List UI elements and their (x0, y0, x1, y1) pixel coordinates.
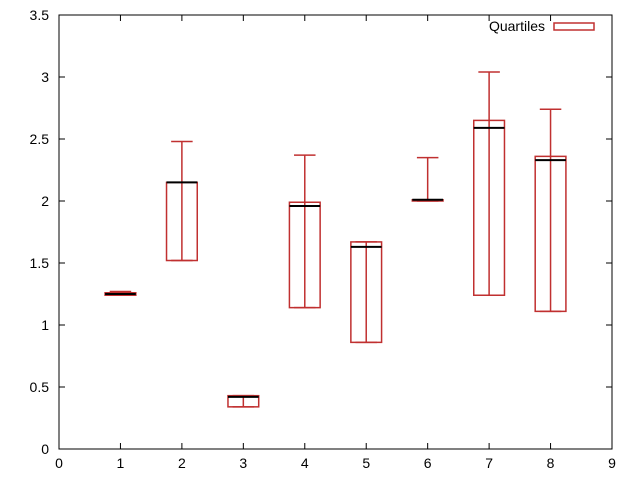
x-tick-label: 8 (547, 455, 555, 471)
box-group (350, 241, 383, 344)
box-rect (288, 201, 321, 309)
y-tick-label: 0 (41, 441, 49, 457)
y-tick-label: 3 (41, 69, 49, 85)
y-tick-label: 2.5 (30, 131, 50, 147)
y-tick-label: 3.5 (30, 7, 50, 23)
y-tick-label: 2 (41, 193, 49, 209)
x-tick-label: 9 (608, 455, 616, 471)
legend-label: Quartiles (489, 18, 545, 34)
box-group (104, 290, 137, 296)
x-axis: 0 1 2 3 4 5 6 7 8 9 (55, 15, 616, 471)
y-tick-label: 0.5 (30, 379, 50, 395)
legend-swatch (553, 22, 595, 31)
x-tick-label: 3 (239, 455, 247, 471)
plot-frame-group (58, 14, 613, 450)
x-tick-label: 1 (117, 455, 125, 471)
x-tick-label: 2 (178, 455, 186, 471)
box-group (534, 108, 567, 313)
box-group (473, 71, 506, 296)
box-rect (473, 119, 506, 296)
box-rect (534, 155, 567, 313)
box-group (411, 156, 444, 202)
x-tick-label: 4 (301, 455, 309, 471)
box-rect (227, 394, 260, 408)
plot-frame (58, 14, 613, 450)
y-axis: 0 0.5 1 1.5 2 2.5 3 3.5 (30, 7, 612, 457)
x-tick-label: 7 (485, 455, 493, 471)
box-series (104, 71, 567, 408)
legend: Quartiles (489, 18, 595, 34)
box-rect (350, 241, 383, 344)
x-tick-label: 6 (424, 455, 432, 471)
y-tick-label: 1.5 (30, 255, 50, 271)
x-tick-label: 0 (55, 455, 63, 471)
box-group (288, 154, 321, 309)
box-group (227, 394, 260, 408)
y-tick-label: 1 (41, 317, 49, 333)
x-tick-label: 5 (362, 455, 370, 471)
box-group (165, 140, 198, 262)
